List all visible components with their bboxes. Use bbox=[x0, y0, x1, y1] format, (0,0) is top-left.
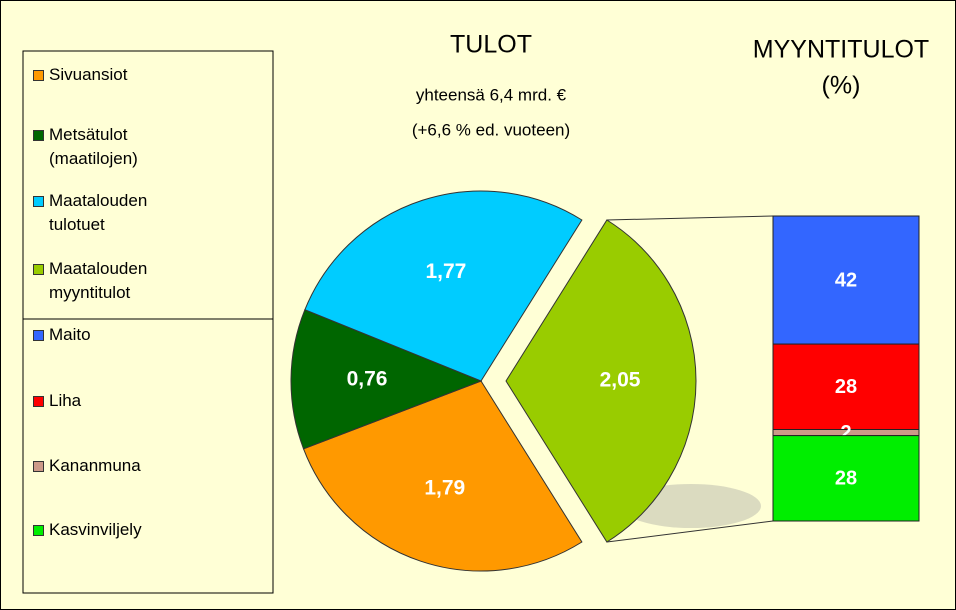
legend-swatch bbox=[33, 196, 44, 207]
connector bbox=[606, 520, 774, 543]
legend-label: Kasvinviljely bbox=[49, 520, 142, 539]
pie-slice bbox=[505, 219, 697, 543]
legend-item: Kananmuna bbox=[33, 454, 199, 478]
pie-title: TULOT bbox=[450, 31, 532, 59]
pie-subtitle: (+6,6 % ed. vuoteen) bbox=[412, 120, 570, 139]
pie-slice bbox=[302, 380, 583, 572]
legend-swatch bbox=[33, 461, 44, 472]
legend-label: Sivuansiot bbox=[49, 65, 128, 84]
legend-item: Liha bbox=[33, 389, 199, 413]
legend-label: Kananmuna bbox=[49, 456, 141, 475]
legend-swatch bbox=[33, 70, 44, 81]
data-label: 42 bbox=[835, 269, 857, 291]
data-label: 1,79 bbox=[424, 477, 465, 500]
bar-title: MYYNTITULOT bbox=[753, 36, 929, 64]
legend-label: Liha bbox=[49, 391, 82, 410]
legend-swatch bbox=[33, 525, 44, 536]
legend-item: Kasvinviljely bbox=[33, 518, 199, 542]
legend-item: Maatalouden myyntitulot bbox=[33, 257, 169, 305]
legend-swatch bbox=[33, 130, 44, 141]
legend-swatch bbox=[33, 330, 44, 341]
legend-item: Maatalouden tulotuet bbox=[33, 189, 169, 237]
data-label: 1,77 bbox=[425, 260, 466, 283]
data-label: 0,76 bbox=[347, 367, 388, 390]
data-label: 28 bbox=[835, 468, 857, 490]
data-label: 28 bbox=[835, 376, 857, 398]
bar-segment bbox=[772, 435, 920, 522]
data-label: 2,05 bbox=[600, 369, 641, 392]
legend-item: Metsätulot (maatilojen) bbox=[33, 123, 199, 171]
legend-item: Sivuansiot bbox=[33, 63, 199, 87]
legend-swatch bbox=[33, 264, 44, 275]
legend-swatch bbox=[33, 396, 44, 407]
legend-box bbox=[22, 50, 274, 594]
pie-slice bbox=[304, 190, 583, 382]
connector bbox=[606, 215, 774, 221]
pie-subtitle: yhteensä 6,4 mrd. € bbox=[416, 85, 567, 104]
legend-label: Maito bbox=[49, 325, 91, 344]
legend-item: Maito bbox=[33, 323, 199, 347]
pie-slice bbox=[290, 309, 483, 450]
legend-label: Maatalouden myyntitulot bbox=[49, 259, 148, 302]
data-label: 2 bbox=[840, 422, 851, 444]
bar-subtitle: (%) bbox=[822, 72, 861, 100]
bar-segment bbox=[772, 343, 920, 431]
legend-label: Metsätulot (maatilojen) bbox=[49, 125, 138, 168]
legend-label: Maatalouden tulotuet bbox=[49, 191, 148, 234]
